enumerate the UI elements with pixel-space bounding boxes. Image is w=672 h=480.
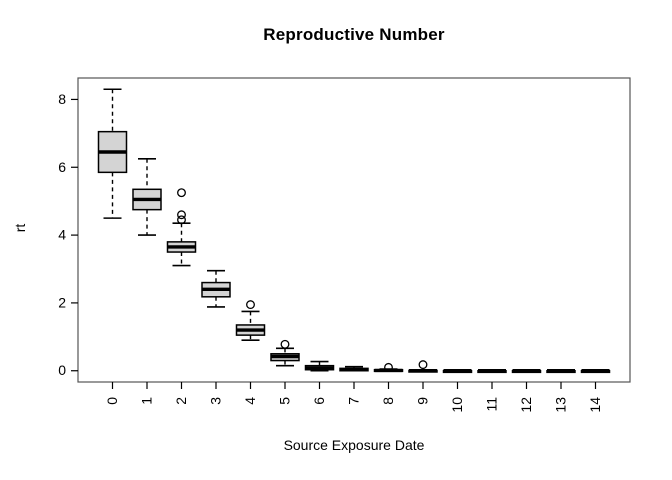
outlier-point	[280, 339, 290, 349]
x-tick-label: 12	[518, 397, 534, 413]
outlier-point	[177, 210, 186, 220]
outlier-point	[177, 188, 186, 198]
x-tick-label: 14	[587, 397, 603, 413]
x-tick-label: 11	[484, 397, 500, 412]
outlier-point	[384, 362, 393, 372]
y-tick-label: 6	[58, 159, 66, 175]
x-tick-label: 1	[139, 397, 155, 405]
x-tick-label: 2	[173, 397, 189, 405]
x-tick-label: 4	[242, 397, 258, 405]
outlier-point	[418, 360, 428, 370]
y-tick-label: 8	[58, 91, 66, 107]
y-tick-label: 2	[58, 294, 66, 310]
outlier-point	[177, 215, 186, 225]
x-axis-title: Source Exposure Date	[283, 437, 425, 453]
x-tick-label: 7	[346, 397, 362, 405]
x-tick-label: 8	[380, 397, 396, 405]
x-tick-label: 6	[311, 397, 327, 405]
y-tick-label: 4	[58, 227, 66, 243]
x-tick-label: 9	[415, 397, 431, 405]
x-tick-label: 10	[449, 397, 465, 413]
x-tick-label: 5	[277, 397, 293, 405]
plot-frame	[77, 77, 631, 383]
y-axis-title: rt	[12, 223, 28, 233]
x-tick-label: 3	[208, 397, 224, 405]
x-tick-label: 0	[104, 397, 120, 405]
chart-title: Reproductive Number	[263, 25, 445, 44]
y-tick-label: 0	[58, 362, 66, 378]
x-tick-label: 13	[553, 397, 569, 413]
outlier-point	[246, 300, 255, 310]
